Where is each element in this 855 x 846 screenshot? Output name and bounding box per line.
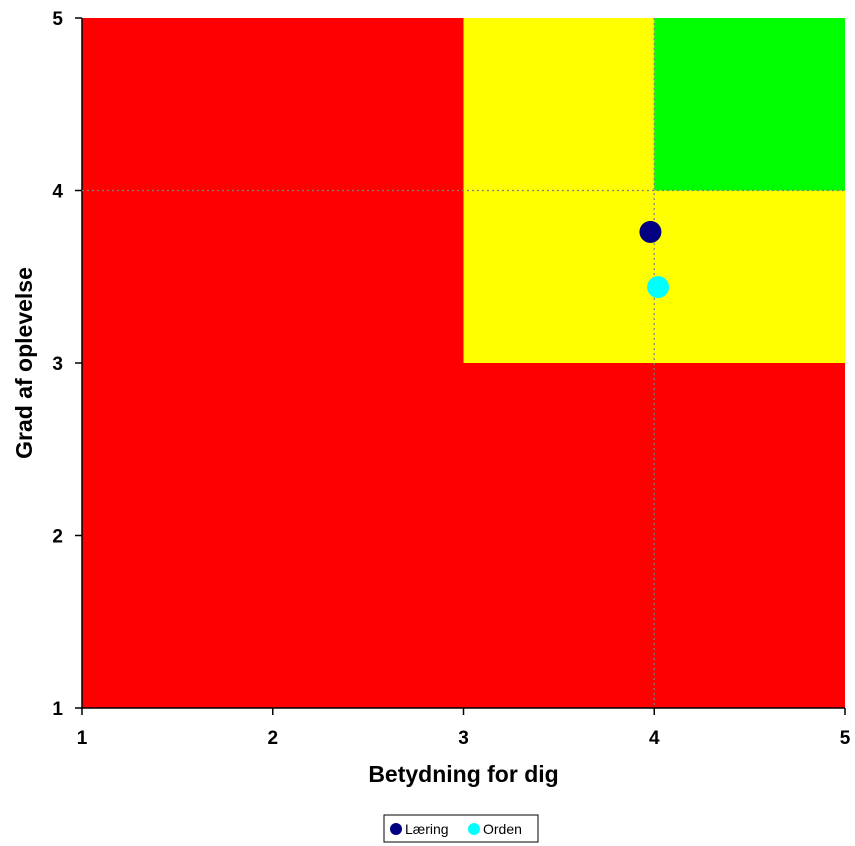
data-point-orden bbox=[647, 276, 670, 299]
y-tick-label: 2 bbox=[52, 527, 63, 548]
y-tick-label: 1 bbox=[52, 699, 63, 720]
y-axis-title: Grad af oplevelse bbox=[11, 267, 37, 459]
x-tick-label: 4 bbox=[649, 728, 660, 749]
legend-label-orden: Orden bbox=[483, 821, 522, 837]
x-tick-label: 2 bbox=[267, 728, 278, 749]
x-tick-label: 1 bbox=[77, 728, 88, 749]
background-zones bbox=[82, 18, 845, 708]
y-tick-label: 4 bbox=[52, 182, 63, 203]
zone-2 bbox=[654, 18, 845, 191]
x-tick-label: 5 bbox=[840, 728, 851, 749]
legend-marker-laering bbox=[390, 823, 402, 835]
y-tick-label: 3 bbox=[52, 354, 63, 375]
x-axis-title: Betydning for dig bbox=[368, 761, 558, 787]
legend: Læring Orden bbox=[383, 814, 539, 843]
ticks: 1 2 3 4 5 1 2 3 4 5 bbox=[52, 9, 850, 749]
legend-marker-orden bbox=[468, 823, 480, 835]
reference-lines bbox=[82, 18, 845, 708]
data-points bbox=[639, 220, 670, 299]
x-tick-label: 3 bbox=[458, 728, 469, 749]
legend-box bbox=[383, 814, 539, 843]
y-tick-label: 5 bbox=[52, 9, 63, 30]
data-point-laering bbox=[639, 220, 662, 243]
legend-label-laering: Læring bbox=[405, 821, 449, 837]
